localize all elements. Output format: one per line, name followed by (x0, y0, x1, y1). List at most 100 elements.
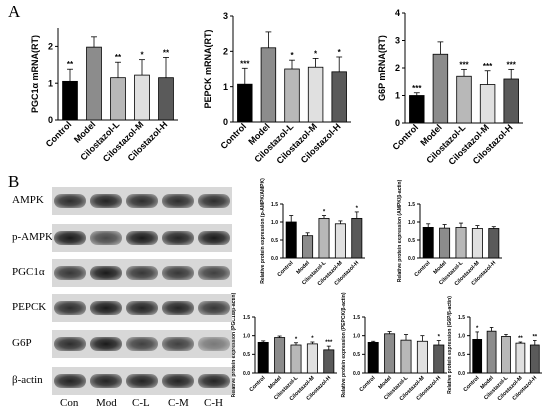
chart-4-ytick-label: 1.0 (408, 220, 415, 226)
blot-band (126, 301, 158, 315)
chart-6-bar (433, 344, 445, 374)
chart-6-ytick-label: 0.0 (353, 371, 360, 377)
chart-6-bar (416, 340, 428, 374)
chart-5-ytick-label: 0.5 (243, 352, 250, 358)
chart-6-bar (384, 333, 396, 374)
blot-row-label: β-actin (12, 374, 43, 386)
blot-band (90, 374, 122, 388)
chart-0-bar (62, 80, 78, 121)
blot-band (198, 266, 230, 280)
chart-1-ytick-label: 0 (223, 117, 228, 127)
chart-0-bar (134, 74, 150, 121)
chart-2-bar (479, 84, 496, 124)
chart-5-ytick-label: 0.0 (243, 371, 250, 377)
chart-5-significance: * (311, 336, 314, 342)
chart-3-category-label: Control (277, 260, 295, 278)
blot-band (162, 337, 194, 351)
chart-5-bar (323, 349, 335, 374)
chart-7-ylabel: Relative protein expression (G6P/β-actin… (447, 296, 453, 394)
chart-3-bar (318, 217, 330, 259)
blot-strip (52, 294, 232, 322)
chart-2-bar (456, 75, 472, 124)
chart-0-ytick-label: 2 (48, 42, 53, 52)
chart-2-ylabel: G6P mRNA(RT) (377, 35, 387, 101)
chart-6-ytick-label: 1.5 (353, 315, 360, 321)
blot-band (198, 231, 230, 245)
chart-0-bar (158, 77, 174, 121)
chart-1-bar (260, 47, 277, 123)
chart-3-ytick-label: 1.0 (271, 220, 278, 226)
blot-band (54, 301, 86, 315)
chart-2-ytick-label: 4 (395, 8, 400, 18)
panel-letter-b: B (8, 172, 20, 191)
chart-2-ytick-label: 0 (395, 118, 400, 128)
chart-7-bar (472, 338, 483, 374)
chart-3-bar (351, 217, 363, 259)
chart-4-ylabel: Relative protein expression (AMPK/β-acti… (397, 179, 403, 282)
blot-band (126, 337, 158, 351)
chart-5-category-label: Control (249, 375, 267, 393)
blot-band (162, 301, 194, 315)
chart-1-significance: *** (240, 59, 250, 68)
chart-2-bar (432, 53, 449, 124)
chart-7-bar (529, 344, 540, 374)
chart-2-bar (409, 95, 425, 124)
blot-strip (52, 330, 232, 358)
chart-2-ytick-label: 3 (395, 36, 400, 46)
blot-band (162, 194, 194, 208)
chart-6-ytick-label: 1.0 (353, 333, 360, 339)
blot-band (90, 266, 122, 280)
chart-3-bar (285, 221, 297, 259)
chart-5-significance: * (295, 337, 298, 343)
chart-4-bar (422, 226, 434, 259)
chart-5-significance: *** (325, 340, 333, 346)
chart-5-bar (257, 341, 269, 374)
chart-1-ytick-label: 3 (223, 11, 228, 21)
chart-7-significance: ** (532, 335, 537, 341)
chart-6-category-label: Control (359, 375, 377, 393)
blot-band (90, 194, 122, 208)
blot-band (90, 337, 122, 351)
chart-0-bar (86, 46, 102, 121)
blot-band (162, 374, 194, 388)
chart-2-bar (503, 78, 519, 124)
chart-2-ytick-label: 2 (395, 63, 400, 73)
chart-4-bar (439, 227, 451, 259)
chart-7-category-label: Control (463, 375, 481, 393)
chart-0-ytick-label: 1 (48, 78, 53, 88)
chart-7-ytick-label: 1.5 (458, 315, 465, 321)
blot-band (126, 231, 158, 245)
chart-4-ytick-label: 0.5 (408, 238, 415, 244)
chart-7-bar (501, 336, 511, 374)
chart-1-significance: * (338, 48, 342, 57)
blot-lane-label: Mod (96, 397, 117, 409)
blot-band (162, 231, 194, 245)
chart-4-bar (471, 228, 483, 259)
chart-4-ytick-label: 1.5 (408, 202, 415, 208)
chart-1-bar (284, 68, 300, 123)
blot-lane-label: Con (60, 397, 79, 409)
blot-row-label: PGC1α (12, 266, 45, 278)
chart-1-bar (307, 66, 324, 123)
blot-lane-label: C-M (168, 397, 189, 409)
chart-2-ytick-label: 1 (395, 91, 400, 101)
chart-1-bar (331, 71, 347, 123)
panel-letter-a: A (8, 2, 21, 21)
chart-3-bar (302, 235, 314, 259)
chart-1-significance: * (290, 51, 294, 60)
chart-3-ylabel: Relative protein expression (p-AMPK/AMPK… (260, 178, 266, 284)
blot-band (54, 231, 86, 245)
chart-3-significance: * (356, 206, 359, 212)
chart-7-ytick-label: 0.0 (458, 371, 465, 377)
chart-1-ylabel: PEPCK mRNA(RT) (203, 29, 213, 108)
blot-strip (52, 259, 232, 287)
blot-band (54, 337, 86, 351)
chart-5-ylabel: Relative protein expression (PGC1α/β-act… (231, 292, 237, 397)
chart-0-bar (110, 77, 126, 121)
chart-5-ytick-label: 1.5 (243, 315, 250, 321)
chart-5-bar (290, 344, 302, 374)
chart-5-ytick-label: 1.0 (243, 333, 250, 339)
blot-band (126, 374, 158, 388)
chart-2-significance: *** (412, 84, 422, 93)
